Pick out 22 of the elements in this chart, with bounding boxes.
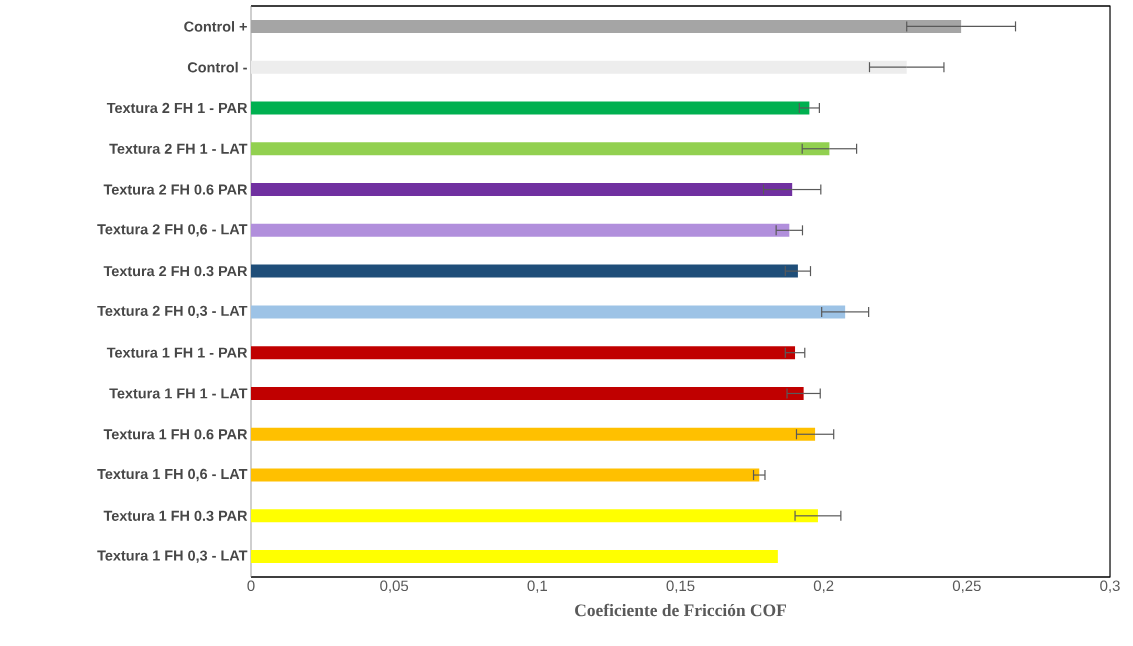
- y-tick-label: Textura 1 FH 1 - LAT: [109, 388, 248, 399]
- y-tick-label: Textura 1 FH 0.3 PAR: [103, 510, 248, 521]
- x-tick-label: 0,3: [1100, 580, 1120, 593]
- x-tick-label: 0: [247, 580, 255, 592]
- x-tick-label: 0,1: [527, 580, 547, 593]
- y-tick-label: Textura 2 FH 1 - PAR: [106, 102, 248, 114]
- x-axis-title: Coeficiente de Fricción COF: [575, 603, 786, 617]
- y-tick-label: Textura 2 FH 1 - LAT: [109, 143, 248, 154]
- y-tick-label: Textura 1 FH 1 - PAR: [106, 347, 248, 358]
- y-tick-label: Textura 2 FH 0.3 PAR: [103, 265, 248, 277]
- y-tick-label: Control +: [184, 21, 247, 32]
- y-tick-label: Textura 2 FH 0,6 - LAT: [97, 224, 248, 237]
- y-tick-label: Textura 1 FH 0,3 - LAT: [97, 550, 248, 563]
- y-tick-label: Textura 1 FH 0.6 PAR: [103, 429, 248, 440]
- y-tick-label: Textura 1 FH 0,6 - LAT: [97, 468, 248, 482]
- x-tick-label: 0,2: [813, 580, 834, 593]
- x-tick-label: 0,15: [666, 580, 695, 593]
- x-tick-label: 0,25: [952, 580, 981, 593]
- y-tick-label: Textura 2 FH 0,3 - LAT: [97, 305, 248, 319]
- y-tick-label: Control -: [187, 61, 247, 73]
- y-tick-label: Textura 2 FH 0.6 PAR: [103, 184, 248, 195]
- x-tick-label: 0,05: [380, 580, 409, 593]
